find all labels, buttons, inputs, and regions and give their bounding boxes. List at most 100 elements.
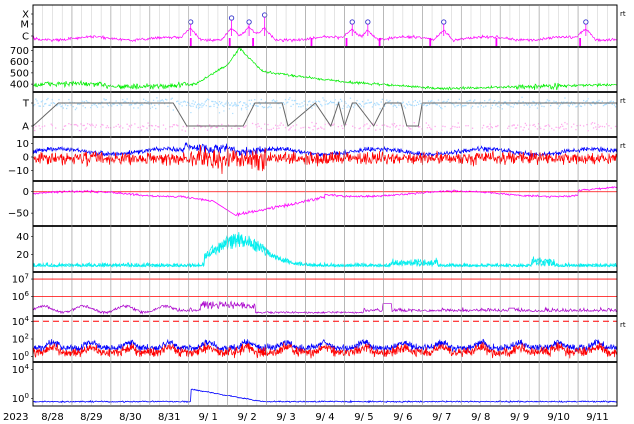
sector-point-a bbox=[563, 128, 565, 130]
sector-point-a bbox=[487, 125, 489, 128]
sector-point-t bbox=[491, 104, 493, 107]
sector-point-t bbox=[223, 110, 225, 112]
sector-point-t bbox=[510, 105, 512, 108]
sector-point-a bbox=[255, 123, 257, 126]
sector-point-t bbox=[195, 106, 198, 109]
sector-point-a bbox=[598, 126, 600, 128]
sector-point-t bbox=[513, 103, 515, 106]
sector-point-t bbox=[456, 105, 458, 107]
sector-point-t bbox=[467, 103, 469, 105]
sector-point-t bbox=[265, 101, 267, 103]
sector-point-t bbox=[35, 98, 37, 100]
sector-point-t bbox=[356, 99, 358, 102]
sector-point-t bbox=[284, 98, 287, 101]
sector-point-t bbox=[447, 98, 449, 101]
sector-point-a bbox=[64, 125, 67, 127]
sector-point-t bbox=[536, 107, 539, 109]
sector-point-t bbox=[312, 101, 314, 103]
sector-point-t bbox=[33, 105, 35, 107]
sector-point-a bbox=[564, 121, 566, 124]
sector-point-a bbox=[372, 123, 375, 126]
proton-flux-series-red bbox=[32, 342, 618, 359]
sector-point-t bbox=[82, 105, 84, 107]
sector-point-a bbox=[434, 125, 436, 128]
sector-point-t bbox=[275, 100, 277, 103]
sector-point-t bbox=[365, 102, 367, 104]
sector-point-t bbox=[246, 103, 248, 105]
sector-point-t bbox=[200, 104, 202, 106]
x-axis: 2023 8/28 8/29 8/30 8/31 9/ 1 9/ 2 9/ 3 9/ 4 9/ 5… bbox=[3, 412, 609, 423]
sector-point-t bbox=[498, 100, 500, 103]
sector-point-t bbox=[278, 102, 280, 105]
sector-point-t bbox=[376, 102, 378, 104]
sector-point-t bbox=[612, 100, 614, 103]
sector-point-t bbox=[484, 100, 486, 102]
sector-point-t bbox=[465, 104, 467, 107]
sector-point-a bbox=[204, 126, 206, 128]
sector-point-a bbox=[389, 126, 391, 128]
sector-point-t bbox=[517, 103, 519, 105]
sector-point-t bbox=[216, 102, 218, 105]
sector-point-a bbox=[596, 128, 598, 131]
sector-point-t bbox=[485, 105, 487, 107]
sector-point-a bbox=[215, 126, 217, 129]
sector-point-t bbox=[473, 100, 475, 103]
sector-point-a bbox=[105, 126, 107, 129]
sector-point-a bbox=[525, 124, 528, 126]
sector-point-t bbox=[91, 104, 93, 107]
sector-point-a bbox=[419, 125, 421, 128]
sector-point-a bbox=[381, 124, 383, 126]
sector-point-a bbox=[452, 125, 454, 128]
sector-point-t bbox=[124, 100, 126, 102]
sector-point-t bbox=[466, 100, 468, 103]
sector-point-t bbox=[152, 99, 155, 102]
sector-point-t bbox=[475, 103, 477, 105]
sector-point-t bbox=[344, 101, 346, 103]
sector-point-t bbox=[244, 102, 246, 104]
sector-point-a bbox=[539, 126, 541, 128]
sector-point-t bbox=[526, 104, 529, 106]
sector-point-t bbox=[155, 107, 157, 110]
sector-point-t bbox=[398, 104, 400, 106]
sector-point-t bbox=[105, 98, 107, 101]
sector-point-t bbox=[320, 103, 322, 106]
sector-point-t bbox=[46, 98, 48, 101]
sector-point-t bbox=[367, 99, 369, 101]
sector-point-a bbox=[551, 127, 553, 130]
sector-point-a bbox=[534, 125, 536, 128]
sector-point-t bbox=[319, 101, 321, 103]
sector-point-a bbox=[354, 127, 356, 129]
sector-point-a bbox=[128, 125, 130, 127]
sector-point-t bbox=[570, 101, 573, 103]
sector-point-t bbox=[249, 103, 251, 105]
sector-point-t bbox=[548, 100, 551, 102]
ytick-T: T bbox=[22, 99, 30, 110]
sector-point-t bbox=[51, 98, 53, 101]
sector-point-a bbox=[172, 124, 174, 126]
sector-point-t bbox=[64, 104, 67, 106]
sector-point-t bbox=[586, 100, 588, 102]
sector-point-t bbox=[236, 104, 238, 107]
flare-marker bbox=[262, 12, 268, 18]
date-tick-label: 9/ 5 bbox=[354, 412, 373, 423]
sector-point-t bbox=[218, 112, 221, 114]
sector-point-a bbox=[517, 124, 519, 126]
sector-point-t bbox=[492, 101, 495, 103]
sector-point-t bbox=[430, 100, 432, 103]
sector-point-a bbox=[371, 122, 374, 125]
sector-point-a bbox=[594, 122, 596, 124]
sector-point-t bbox=[401, 102, 403, 104]
sector-point-t bbox=[506, 103, 508, 105]
flare-tick bbox=[378, 38, 381, 46]
sector-point-a bbox=[181, 129, 183, 131]
sector-point-t bbox=[580, 105, 583, 108]
sector-point-t bbox=[115, 100, 117, 102]
sector-point-t bbox=[422, 104, 424, 106]
sector-point-t bbox=[426, 104, 429, 106]
sector-point-t bbox=[611, 103, 613, 105]
sector-point-a bbox=[587, 130, 589, 132]
sector-point-a bbox=[507, 127, 509, 129]
date-tick-label: 8/28 bbox=[41, 412, 63, 423]
sector-point-a bbox=[113, 126, 115, 128]
sector-point-t bbox=[101, 101, 103, 103]
